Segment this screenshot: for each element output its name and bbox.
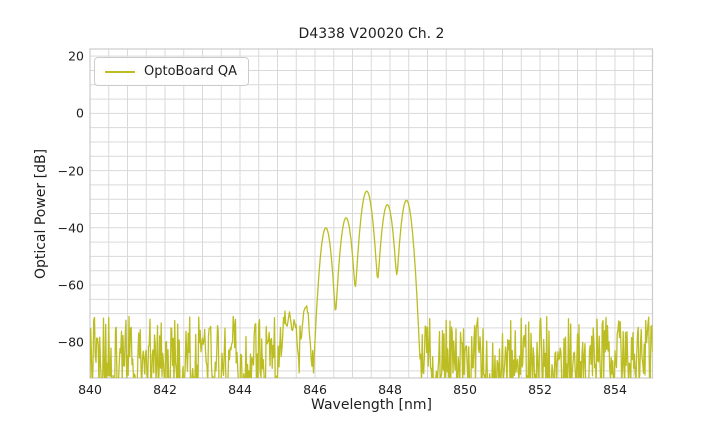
x-tick-label: 844 xyxy=(228,382,252,397)
legend: OptoBoard QA xyxy=(94,57,249,86)
y-axis-label: Optical Power [dB] xyxy=(33,148,49,280)
x-tick-label: 852 xyxy=(528,382,552,397)
x-tick-label: 842 xyxy=(153,382,177,397)
y-tick-label: −20 xyxy=(57,163,84,179)
y-tick-label: 20 xyxy=(68,48,84,64)
legend-label: OptoBoard QA xyxy=(144,64,237,79)
x-tick-label: 854 xyxy=(603,382,627,397)
plot-frame xyxy=(89,48,654,379)
x-tick-label: 850 xyxy=(453,382,477,397)
x-tick-label: 840 xyxy=(78,382,102,397)
y-tick-label: −60 xyxy=(57,277,84,293)
y-tick-label: 0 xyxy=(76,105,84,121)
legend-line-swatch xyxy=(105,70,135,73)
x-tick-label: 848 xyxy=(378,382,402,397)
x-tick-label: 846 xyxy=(303,382,327,397)
y-tick-label: −40 xyxy=(57,220,84,236)
chart-title: D4338 V20020 Ch. 2 xyxy=(298,26,445,42)
spectrum-trace xyxy=(90,190,653,378)
x-axis-label: Wavelength [nm] xyxy=(311,397,432,413)
y-tick-label: −80 xyxy=(57,334,84,350)
